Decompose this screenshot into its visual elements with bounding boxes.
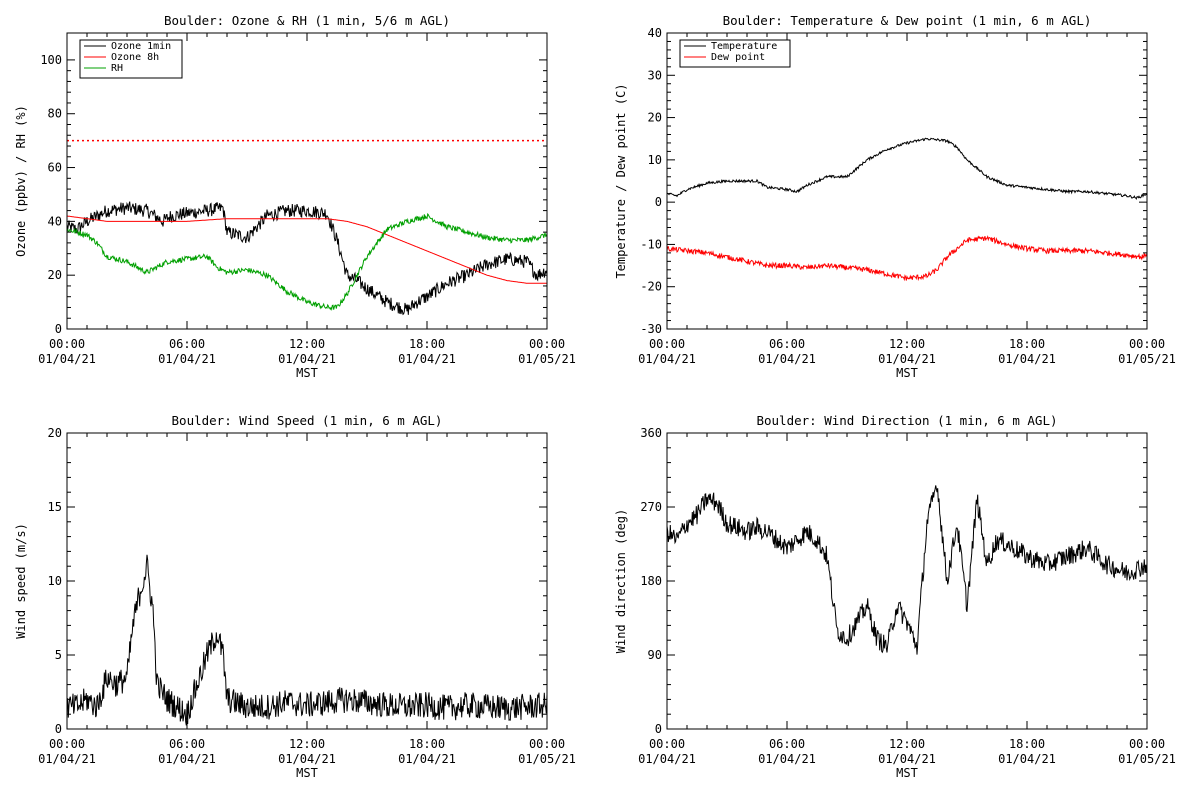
y-axis-label: Temperature / Dew point (C) (614, 83, 628, 278)
x-tick-label-date: 01/05/21 (518, 752, 576, 766)
series-line-data (667, 485, 1147, 655)
y-tick-label: 270 (640, 500, 662, 514)
y-tick-label: 15 (48, 500, 62, 514)
x-tick-label-date: 01/04/21 (398, 752, 456, 766)
chart-title: Boulder: Wind Direction (1 min, 6 m AGL) (756, 413, 1057, 428)
x-tick-label-date: 01/05/21 (1118, 352, 1176, 366)
chart-title: Boulder: Temperature & Dew point (1 min,… (723, 13, 1092, 28)
legend-label: Temperature (711, 41, 777, 52)
plot-frame (66, 432, 548, 730)
x-tick-label-date: 01/04/21 (158, 352, 216, 366)
x-tick-label-date: 01/04/21 (638, 352, 696, 366)
x-tick-label-time: 00:00 (529, 737, 565, 751)
y-tick-label: 100 (40, 53, 62, 67)
x-tick-label-date: 01/04/21 (278, 352, 336, 366)
y-tick-label: 80 (48, 107, 62, 121)
chart-temperature-dewpoint: Boulder: Temperature & Dew point (1 min,… (614, 13, 1176, 380)
y-tick-label: 30 (648, 68, 662, 82)
x-tick-label-time: 12:00 (889, 337, 925, 351)
x-tick-label-time: 06:00 (169, 337, 205, 351)
x-tick-label-time: 12:00 (289, 737, 325, 751)
x-tick-label-time: 06:00 (169, 737, 205, 751)
x-tick-label-time: 00:00 (49, 737, 85, 751)
y-tick-label: -20 (640, 280, 662, 294)
x-tick-label-time: 00:00 (649, 737, 685, 751)
y-tick-label: 10 (48, 574, 62, 588)
y-tick-label: 360 (640, 426, 662, 440)
x-tick-label-time: 12:00 (289, 337, 325, 351)
legend-label: Ozone 1min (111, 41, 171, 52)
y-tick-label: 20 (48, 268, 62, 282)
y-tick-label: 5 (55, 648, 62, 662)
y-tick-label: 0 (55, 322, 62, 336)
y-tick-label: -10 (640, 237, 662, 251)
y-tick-label: 0 (55, 722, 62, 736)
x-tick-label-date: 01/04/21 (998, 752, 1056, 766)
legend-label: Dew point (711, 52, 765, 63)
chart-wind-speed: Boulder: Wind Speed (1 min, 6 m AGL) 0 5 10… (14, 413, 576, 780)
x-axis-label: MST (896, 766, 918, 780)
x-axis-label: MST (296, 766, 318, 780)
y-axis-label: Wind speed (m/s) (14, 523, 28, 639)
y-axis-label: Wind direction (deg) (614, 509, 628, 654)
y-tick-label: 60 (48, 161, 62, 175)
x-tick-label-date: 01/04/21 (758, 352, 816, 366)
y-tick-label: 0 (655, 195, 662, 209)
x-tick-label-date: 01/04/21 (38, 752, 96, 766)
x-tick-label-time: 18:00 (1009, 737, 1045, 751)
series-line-ozone-8h (67, 215, 547, 284)
legend-label: Ozone 8h (111, 52, 159, 63)
x-axis-label: MST (896, 366, 918, 380)
legend-label: RH (111, 63, 123, 74)
y-axis-label: Ozone (ppbv) / RH (%) (14, 105, 28, 257)
chart-ozone-rh: Boulder: Ozone & RH (1 min, 5/6 m AGL) 0 2… (14, 13, 576, 380)
x-tick-label-date: 01/05/21 (1118, 752, 1176, 766)
x-tick-label-time: 00:00 (1129, 737, 1165, 751)
x-tick-label-date: 01/04/21 (38, 352, 96, 366)
x-tick-label-date: 01/04/21 (398, 352, 456, 366)
y-tick-label: 90 (648, 648, 662, 662)
x-tick-label-time: 06:00 (769, 337, 805, 351)
x-tick-label-time: 00:00 (529, 337, 565, 351)
plot-frame (666, 432, 1148, 730)
x-tick-label-time: 18:00 (409, 337, 445, 351)
y-tick-label: 20 (48, 426, 62, 440)
chart-title: Boulder: Ozone & RH (1 min, 5/6 m AGL) (164, 13, 450, 28)
x-tick-label-time: 06:00 (769, 737, 805, 751)
x-tick-label-time: 18:00 (1009, 337, 1045, 351)
y-tick-label: 20 (648, 111, 662, 125)
x-tick-label-time: 18:00 (409, 737, 445, 751)
chart-title: Boulder: Wind Speed (1 min, 6 m AGL) (172, 413, 443, 428)
series-line-temperature (667, 137, 1147, 201)
x-tick-label-date: 01/04/21 (158, 752, 216, 766)
legend-box (679, 39, 791, 68)
y-tick-label: 40 (48, 214, 62, 228)
chart-wind-direction: Boulder: Wind Direction (1 min, 6 m AGL)… (614, 413, 1176, 780)
x-tick-label-date: 01/04/21 (278, 752, 336, 766)
series-line-dew-point (667, 235, 1147, 282)
y-tick-label: 0 (655, 722, 662, 736)
y-tick-label: 10 (648, 153, 662, 167)
x-tick-label-time: 12:00 (889, 737, 925, 751)
x-tick-label-time: 00:00 (1129, 337, 1165, 351)
x-tick-label-date: 01/04/21 (878, 352, 936, 366)
y-tick-label: 40 (648, 26, 662, 40)
x-tick-label-time: 00:00 (649, 337, 685, 351)
series-line-rh (67, 212, 547, 311)
x-axis-label: MST (296, 366, 318, 380)
x-tick-label-date: 01/04/21 (638, 752, 696, 766)
x-tick-label-date: 01/04/21 (758, 752, 816, 766)
legend-box (79, 39, 183, 79)
x-tick-label-date: 01/05/21 (518, 352, 576, 366)
series-line-data (67, 554, 547, 726)
series-line-ozone-1min (67, 201, 547, 316)
x-tick-label-date: 01/04/21 (878, 752, 936, 766)
y-tick-label: -30 (640, 322, 662, 336)
x-tick-label-time: 00:00 (49, 337, 85, 351)
x-tick-label-date: 01/04/21 (998, 352, 1056, 366)
y-tick-label: 180 (640, 574, 662, 588)
